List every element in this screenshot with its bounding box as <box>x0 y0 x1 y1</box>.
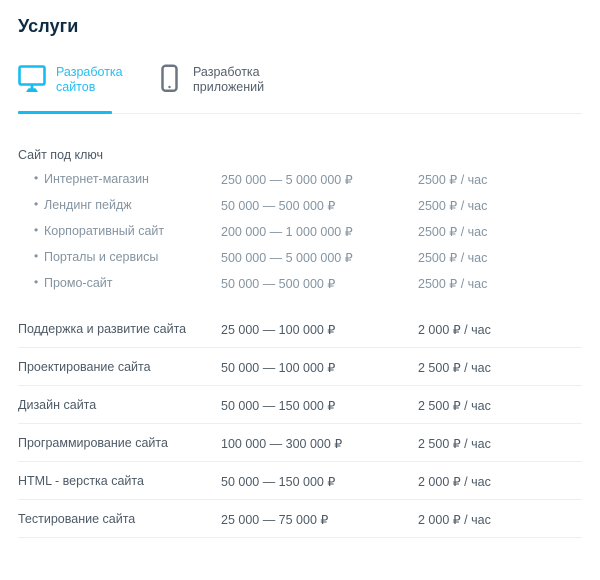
row-name: Корпоративный сайт <box>34 223 164 238</box>
tab-web-development-label: Разработка сайтов <box>56 65 123 94</box>
tab-bar-divider <box>18 113 582 114</box>
table-row: Поддержка и развитие сайта 25 000 — 100 … <box>0 310 600 348</box>
table-row: HTML - верстка сайта 50 000 — 150 000 ₽ … <box>0 462 600 500</box>
row-price: 50 000 — 150 000 ₽ <box>221 474 336 489</box>
table-row: Порталы и сервисы 500 000 — 5 000 000 ₽ … <box>0 244 600 270</box>
row-rate: 2500 ₽ / час <box>418 276 488 291</box>
row-price: 50 000 — 500 000 ₽ <box>221 276 336 291</box>
row-rate: 2500 ₽ / час <box>418 224 488 239</box>
row-rate: 2 500 ₽ / час <box>418 360 491 375</box>
active-tab-indicator <box>18 111 112 114</box>
row-price: 50 000 — 150 000 ₽ <box>221 398 336 413</box>
pricing-table: Сайт под ключ Интернет-магазин 250 000 —… <box>0 140 600 538</box>
row-name: Порталы и сервисы <box>34 249 158 264</box>
row-rate: 2 500 ₽ / час <box>418 398 491 413</box>
row-price: 250 000 — 5 000 000 ₽ <box>221 172 353 187</box>
row-name: Лендинг пейдж <box>34 197 132 212</box>
monitor-icon <box>18 64 46 94</box>
row-price: 200 000 — 1 000 000 ₽ <box>221 224 353 239</box>
row-price: 100 000 — 300 000 ₽ <box>221 436 343 451</box>
pricing-group-title: Сайт под ключ <box>18 148 104 162</box>
row-rate: 2 000 ₽ / час <box>418 474 491 489</box>
row-rate: 2 000 ₽ / час <box>418 512 491 527</box>
tab-bar: Разработка сайтов Разработка приложений <box>0 62 600 116</box>
page-title: Услуги <box>18 16 79 36</box>
row-rate: 2 500 ₽ / час <box>418 436 491 451</box>
row-price: 50 000 — 100 000 ₽ <box>221 360 336 375</box>
row-price: 25 000 — 100 000 ₽ <box>221 322 336 337</box>
table-row: Тестирование сайта 25 000 — 75 000 ₽ 2 0… <box>0 500 600 538</box>
row-name: HTML - верстка сайта <box>18 474 144 488</box>
row-price: 500 000 — 5 000 000 ₽ <box>221 250 353 265</box>
table-row: Интернет-магазин 250 000 — 5 000 000 ₽ 2… <box>0 166 600 192</box>
tab-app-development-label: Разработка приложений <box>193 65 265 94</box>
tab-app-development[interactable]: Разработка приложений <box>155 62 264 112</box>
table-row: Дизайн сайта 50 000 — 150 000 ₽ 2 500 ₽ … <box>0 386 600 424</box>
row-name: Проектирование сайта <box>18 360 151 374</box>
row-name: Дизайн сайта <box>18 398 97 412</box>
row-rate: 2500 ₽ / час <box>418 198 488 213</box>
row-rate: 2500 ₽ / час <box>418 250 488 265</box>
row-name: Интернет-магазин <box>34 171 149 186</box>
tab-web-development[interactable]: Разработка сайтов <box>18 62 123 112</box>
row-name: Промо-сайт <box>34 275 113 290</box>
row-name: Программирование сайта <box>18 436 168 450</box>
table-row: Корпоративный сайт 200 000 — 1 000 000 ₽… <box>0 218 600 244</box>
row-name: Тестирование сайта <box>18 512 136 526</box>
table-row: Лендинг пейдж 50 000 — 500 000 ₽ 2500 ₽ … <box>0 192 600 218</box>
table-row: Промо-сайт 50 000 — 500 000 ₽ 2500 ₽ / ч… <box>0 270 600 296</box>
table-row: Программирование сайта 100 000 — 300 000… <box>0 424 600 462</box>
row-rate: 2 000 ₽ / час <box>418 322 491 337</box>
row-price: 25 000 — 75 000 ₽ <box>221 512 329 527</box>
row-name: Поддержка и развитие сайта <box>18 322 187 336</box>
mobile-phone-icon <box>155 64 183 94</box>
row-price: 50 000 — 500 000 ₽ <box>221 198 336 213</box>
row-rate: 2500 ₽ / час <box>418 172 488 187</box>
table-row: Проектирование сайта 50 000 — 100 000 ₽ … <box>0 348 600 386</box>
